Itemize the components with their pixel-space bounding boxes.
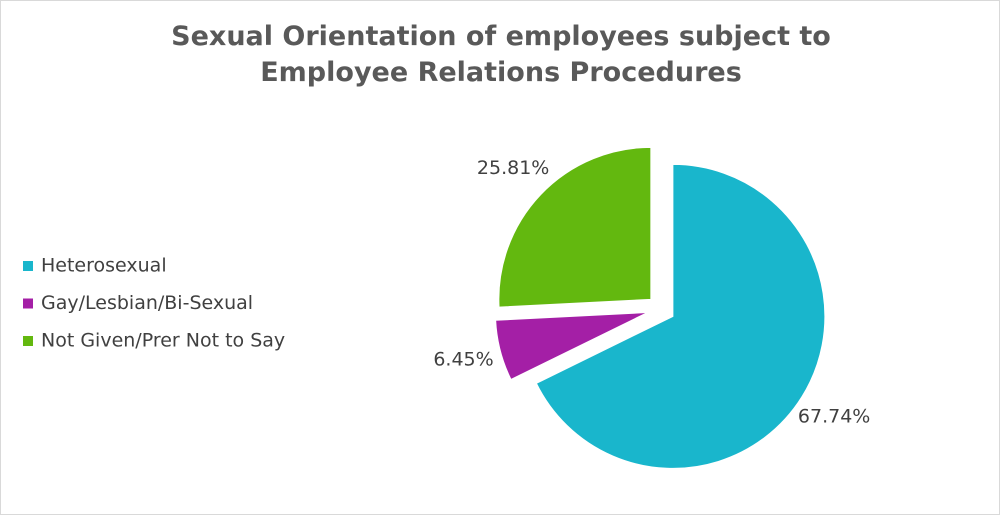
legend-label: Gay/Lesbian/Bi-Sexual	[41, 292, 253, 314]
legend-label: Not Given/Prer Not to Say	[41, 330, 285, 352]
legend-swatch	[23, 336, 33, 346]
data-label: 67.74%	[798, 405, 870, 427]
pie-slice	[495, 312, 648, 381]
pie-slice	[498, 146, 652, 308]
data-label: 25.81%	[477, 157, 549, 179]
legend-swatch	[23, 261, 33, 271]
pie-slice	[535, 163, 826, 469]
chart-title: Sexual Orientation of employees subject …	[171, 21, 831, 88]
legend-swatch	[23, 298, 33, 309]
legend-label: Heterosexual	[41, 255, 167, 277]
data-label: 6.45%	[433, 349, 493, 371]
